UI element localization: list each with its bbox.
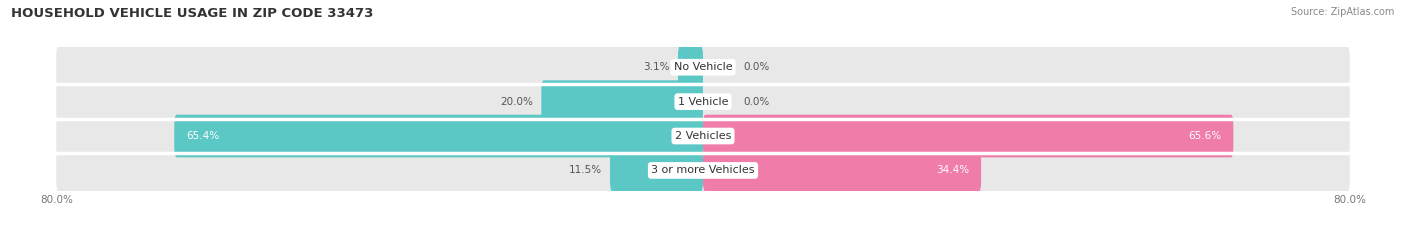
FancyBboxPatch shape bbox=[174, 115, 703, 157]
FancyBboxPatch shape bbox=[703, 149, 981, 192]
FancyBboxPatch shape bbox=[678, 46, 703, 89]
FancyBboxPatch shape bbox=[56, 80, 1350, 123]
Text: 3.1%: 3.1% bbox=[644, 62, 669, 72]
Text: No Vehicle: No Vehicle bbox=[673, 62, 733, 72]
FancyBboxPatch shape bbox=[56, 149, 1350, 192]
Text: 65.6%: 65.6% bbox=[1188, 131, 1222, 141]
Text: Source: ZipAtlas.com: Source: ZipAtlas.com bbox=[1291, 7, 1395, 17]
Text: HOUSEHOLD VEHICLE USAGE IN ZIP CODE 33473: HOUSEHOLD VEHICLE USAGE IN ZIP CODE 3347… bbox=[11, 7, 374, 20]
FancyBboxPatch shape bbox=[541, 80, 703, 123]
FancyBboxPatch shape bbox=[56, 46, 1350, 89]
Text: 0.0%: 0.0% bbox=[744, 97, 769, 107]
Text: 20.0%: 20.0% bbox=[501, 97, 533, 107]
Text: 34.4%: 34.4% bbox=[936, 165, 969, 175]
Text: 1 Vehicle: 1 Vehicle bbox=[678, 97, 728, 107]
FancyBboxPatch shape bbox=[56, 115, 1350, 157]
Text: 3 or more Vehicles: 3 or more Vehicles bbox=[651, 165, 755, 175]
Text: 2 Vehicles: 2 Vehicles bbox=[675, 131, 731, 141]
FancyBboxPatch shape bbox=[703, 115, 1233, 157]
Text: 0.0%: 0.0% bbox=[744, 62, 769, 72]
Text: 11.5%: 11.5% bbox=[569, 165, 602, 175]
FancyBboxPatch shape bbox=[610, 149, 703, 192]
Text: 65.4%: 65.4% bbox=[187, 131, 219, 141]
